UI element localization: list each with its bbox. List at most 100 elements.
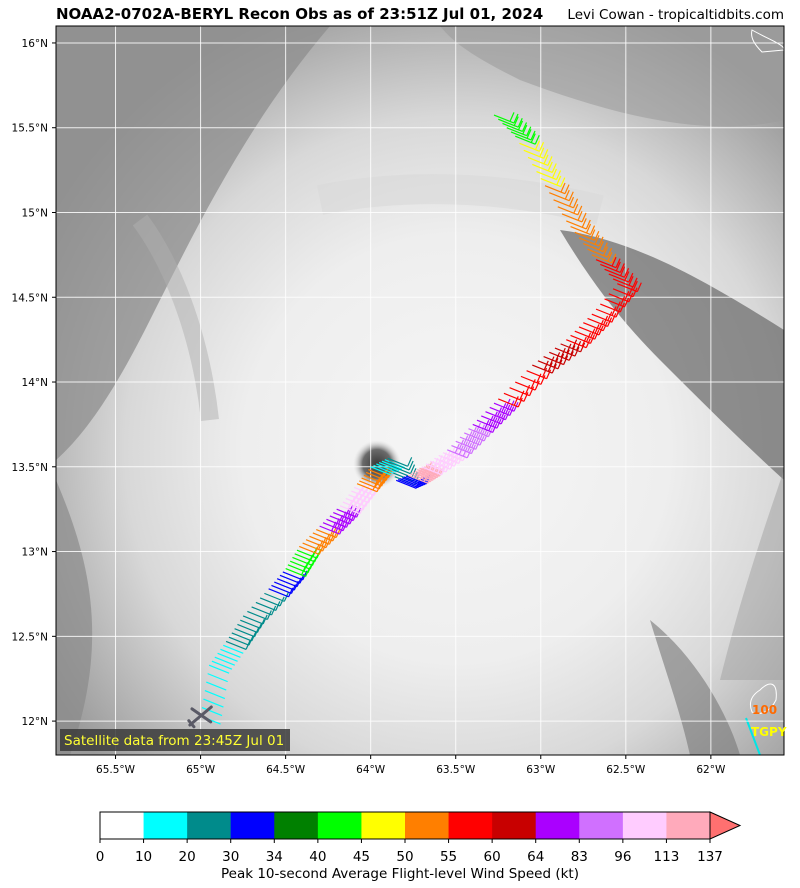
wind-barb-flag: [636, 282, 642, 292]
wind-barb: [285, 567, 306, 578]
wind-barb-flag: [594, 235, 600, 245]
colorbar-tick-label: 60: [484, 849, 501, 865]
wind-barb: [591, 313, 613, 323]
wind-barb: [540, 178, 561, 188]
longitude-axis: 65.5°W 65°W 64.5°W 64°W 63.5°W 63°W 62.5°W 62°W: [96, 755, 726, 776]
wind-barb-flag: [590, 229, 596, 239]
wind-barb-flag: [513, 113, 519, 124]
wind-barb-flag: [534, 380, 540, 391]
wind-barb-flag: [572, 339, 578, 349]
wind-barb-flag: [409, 464, 416, 474]
wind-barb: [526, 370, 547, 380]
wind-barb-flag: [585, 223, 592, 234]
wind-barb-flag: [546, 369, 552, 379]
wind-barb: [481, 415, 502, 425]
wind-barb: [510, 131, 532, 141]
wind-barb-flag: [381, 476, 387, 487]
wind-barb-flag: [560, 182, 566, 193]
wind-barb-flag: [517, 118, 523, 128]
wind-barb: [407, 474, 429, 484]
wind-barb: [201, 706, 223, 717]
colorbar-segment: [317, 812, 362, 839]
wind-barb: [543, 356, 564, 366]
wind-barb: [351, 490, 372, 500]
wind-barb: [608, 273, 630, 283]
lat-tick-label: 13.5°N: [12, 462, 48, 474]
wind-barb: [527, 156, 549, 166]
lon-tick-label: 65°W: [186, 764, 216, 776]
wind-barb-flag: [551, 168, 558, 179]
wind-barb: [405, 475, 427, 485]
wind-barb-flag: [566, 343, 572, 354]
wind-barb: [242, 615, 264, 625]
wind-barb: [485, 411, 506, 421]
wind-barb-flag: [585, 219, 591, 230]
wind-barb-flag: [458, 449, 464, 460]
wind-barb: [214, 656, 235, 666]
wind-barb-flag: [266, 610, 272, 620]
wind-barb: [203, 698, 224, 708]
wind-barb-flag: [517, 120, 524, 131]
wind-barb: [532, 364, 553, 374]
lat-tick-label: 14°N: [22, 377, 48, 389]
wind-barb-flag: [543, 360, 549, 371]
wind-barb: [537, 360, 559, 370]
wind-barb: [376, 463, 397, 473]
wind-barb: [446, 449, 468, 459]
colorbar-segment: [361, 812, 406, 839]
wind-barb: [339, 505, 361, 515]
wind-barb: [412, 471, 433, 481]
wind-barb-flag: [620, 296, 626, 306]
wind-barb: [532, 163, 553, 174]
wind-barb: [211, 660, 233, 670]
colorbar-tick-label: 34: [266, 849, 283, 865]
wind-barb: [476, 419, 498, 429]
wind-barb-flag: [522, 124, 528, 135]
wind-barb-flag: [523, 392, 529, 402]
wind-barb: [316, 528, 337, 539]
wind-barb-flag: [555, 352, 561, 362]
wind-barb-flag: [611, 256, 617, 267]
wind-barb: [225, 640, 247, 650]
wind-barb: [356, 483, 378, 493]
wind-barb-flag: [526, 129, 532, 139]
wind-barb-flag: [576, 341, 582, 351]
wind-barb: [390, 465, 411, 475]
wind-barb-flag: [574, 346, 580, 357]
wind-barb: [342, 501, 364, 511]
wind-barb: [228, 636, 250, 646]
wind-barb: [403, 476, 425, 486]
wind-barb-flag: [564, 184, 570, 194]
wind-barb: [282, 571, 304, 581]
wind-barb-flag: [547, 161, 553, 172]
lon-tick-label: 63°W: [526, 764, 556, 776]
wind-barb: [208, 664, 230, 674]
wind-barb: [455, 440, 476, 450]
wind-barb-flag: [378, 479, 384, 490]
wind-barb-flag: [530, 379, 536, 389]
wind-barb-flag: [547, 156, 553, 166]
wind-barb-flag: [529, 386, 535, 396]
colorbar-tick-label: 50: [396, 849, 413, 865]
wind-barb-flag: [275, 601, 281, 611]
colorbar-tick-label: 83: [571, 849, 588, 865]
wind-barb: [333, 512, 354, 522]
wind-barb-flag: [374, 478, 380, 488]
lat-tick-label: 16°N: [22, 38, 48, 50]
wind-barb-flag: [385, 471, 391, 481]
wind-barb-flag: [628, 285, 634, 296]
wind-barb: [302, 542, 323, 552]
colorbar-segment: [143, 812, 188, 839]
wind-barb: [604, 298, 625, 308]
colorbar-tick-label: 137: [697, 849, 723, 865]
wind-barb: [451, 445, 472, 455]
colorbar-segment: [666, 812, 711, 839]
wind-barb: [574, 330, 596, 340]
wind-barb: [425, 463, 447, 473]
wind-barb: [268, 588, 289, 598]
wind-barb: [608, 293, 630, 303]
wind-barb-flag: [607, 311, 613, 321]
wind-barb: [536, 170, 557, 181]
map-title: NOAA2-0702A-BERYL Recon Obs as of 23:51Z…: [56, 5, 544, 23]
